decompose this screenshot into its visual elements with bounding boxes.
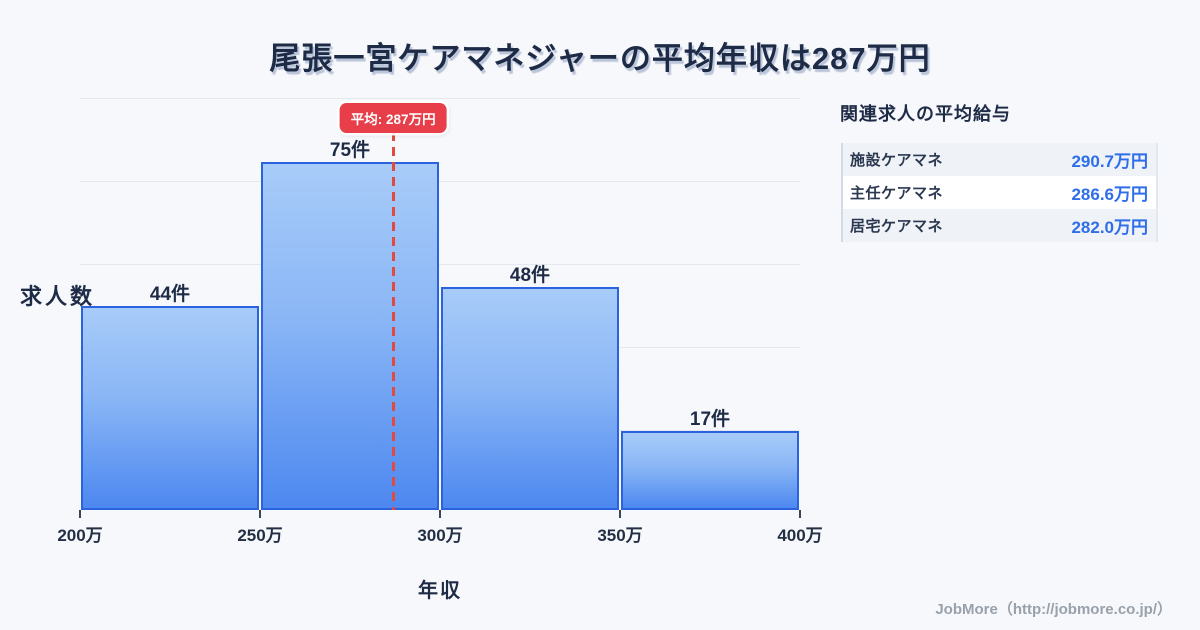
x-axis-tick <box>439 510 441 518</box>
x-axis-tick-label: 200万 <box>57 526 103 545</box>
salary-value: 286.6万円 <box>1071 185 1148 204</box>
average-value-badge: 平均: 287万円 <box>339 103 447 133</box>
x-axis-tick <box>619 510 621 518</box>
x-axis-title: 年収 <box>418 580 462 602</box>
related-jobs-table: 施設ケアマネ 290.7万円 主任ケアマネ 286.6万円 居宅ケアマネ 282… <box>841 143 1158 242</box>
x-axis-tick-label: 300万 <box>417 526 463 545</box>
x-axis-tick <box>79 510 81 518</box>
bar-value-label: 44件 <box>149 284 191 305</box>
histogram-bar <box>621 431 799 510</box>
histogram-bar <box>261 162 439 510</box>
x-axis-tick-label: 400万 <box>777 526 823 545</box>
gridline <box>80 264 800 265</box>
job-type-label: 施設ケアマネ <box>850 152 944 169</box>
table-row: 居宅ケアマネ 282.0万円 <box>843 209 1156 242</box>
x-axis-tick-label: 250万 <box>237 526 283 545</box>
related-jobs-heading: 関連求人の平均給与 <box>840 104 1011 124</box>
average-dashed-line <box>391 132 395 510</box>
bar-value-label: 75件 <box>329 140 371 161</box>
gridline <box>80 347 800 348</box>
table-row: 施設ケアマネ 290.7万円 <box>843 143 1156 176</box>
salary-value: 282.0万円 <box>1071 218 1148 237</box>
bar-value-label: 48件 <box>509 265 551 286</box>
gridline <box>80 430 800 431</box>
job-type-label: 主任ケアマネ <box>850 185 944 202</box>
histogram-bar <box>81 306 259 510</box>
x-axis-tick-label: 350万 <box>597 526 643 545</box>
salary-value: 290.7万円 <box>1071 152 1148 171</box>
table-row: 主任ケアマネ 286.6万円 <box>843 176 1156 209</box>
histogram-bar <box>441 287 619 510</box>
source-credit: JobMore（http://jobmore.co.jp/） <box>935 601 1172 618</box>
bar-value-label: 17件 <box>689 409 731 430</box>
page-title: 尾張一宮ケアマネジャーの平均年収は287万円 <box>269 41 931 76</box>
x-axis-tick <box>259 510 261 518</box>
gridline <box>80 98 800 99</box>
x-axis-tick <box>799 510 801 518</box>
y-axis-title: 求人数 <box>20 284 96 309</box>
job-type-label: 居宅ケアマネ <box>850 218 944 235</box>
gridline <box>80 181 800 182</box>
